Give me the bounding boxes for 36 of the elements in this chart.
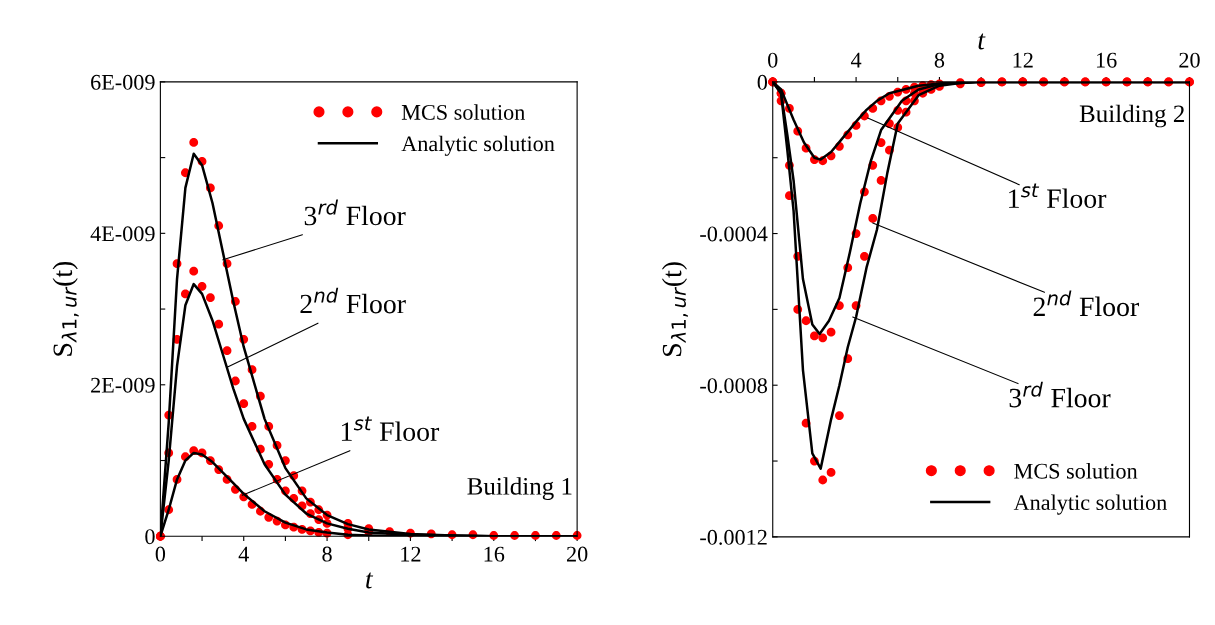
x-tick-label: 16 (484, 546, 505, 562)
x-tick-label: 20 (566, 546, 588, 562)
x-axis-title: t (366, 572, 374, 589)
annotation: 3$^{rd}$ Floor (304, 199, 406, 226)
x-tick-label: 8 (322, 546, 332, 562)
annotation: 1$^{st}$ Floor (341, 416, 440, 442)
annotation: Building 2 (1079, 104, 1184, 128)
x-tick-label: 8 (934, 52, 945, 68)
x-tick-label: 4 (850, 52, 862, 68)
y-tick-label: -0.0004 (700, 226, 768, 242)
x-tick-label: 12 (401, 546, 421, 562)
annotation: 1$^{st}$ Floor (1009, 183, 1107, 209)
x-tick-label: 4 (238, 546, 249, 562)
legend-label: MCS solution (401, 104, 525, 120)
annotation: 3$^{rd}$ Floor (1009, 381, 1111, 408)
legend-label: Analytic solution (401, 135, 555, 156)
y-tick-label: -0.0008 (700, 378, 768, 394)
y-tick-label: 0 (145, 529, 155, 545)
annotation: 2$^{nd}$ Floor (1033, 290, 1139, 317)
x-tick-label: 20 (1179, 52, 1200, 68)
annotation: Building 1 (467, 477, 572, 500)
y-tick-label: 6E-009 (91, 74, 155, 90)
y-tick-label: 0 (757, 74, 768, 90)
y-tick-label: 2E-009 (91, 377, 155, 393)
x-tick-label: 0 (155, 546, 166, 562)
y-tick-label: -0.0012 (700, 529, 767, 545)
annotation: 2$^{nd}$ Floor (300, 287, 406, 314)
y-tick-label: 4E-009 (90, 226, 155, 242)
y-axis-title: S$_{λ1,ur}$(t) (52, 261, 79, 356)
legend-label: MCS solution (1014, 463, 1138, 479)
x-tick-label: 0 (768, 52, 778, 68)
legend-label: Analytic solution (1013, 494, 1167, 515)
x-axis-title: t (978, 33, 986, 50)
x-tick-label: 12 (1013, 52, 1033, 68)
y-axis-title: S$_{λ1,ur}$(t) (661, 262, 688, 356)
x-tick-label: 16 (1096, 52, 1117, 68)
